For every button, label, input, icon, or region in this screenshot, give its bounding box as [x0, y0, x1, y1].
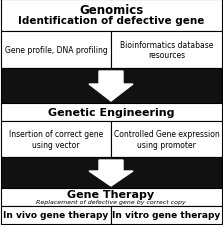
Bar	[1, 104, 222, 122]
Polygon shape	[89, 160, 133, 186]
Bar	[1, 122, 111, 157]
Bar	[1, 32, 111, 69]
Text: Insertion of correct gene
using vector: Insertion of correct gene using vector	[9, 130, 103, 149]
Bar	[111, 32, 222, 69]
Bar	[1, 206, 111, 224]
Bar	[111, 122, 222, 157]
Bar	[1, 0, 222, 32]
Text: Genomics: Genomics	[79, 3, 143, 16]
Text: Genetic Engineering: Genetic Engineering	[48, 108, 174, 117]
Bar	[1, 157, 222, 188]
Text: Identification of defective gene: Identification of defective gene	[18, 16, 204, 26]
Text: Gene Therapy: Gene Therapy	[67, 189, 155, 199]
Text: Replacement of defective gene by correct copy: Replacement of defective gene by correct…	[36, 200, 186, 205]
Text: Controlled Gene expression
using promoter: Controlled Gene expression using promote…	[114, 130, 219, 149]
Polygon shape	[89, 72, 133, 101]
Bar	[111, 206, 222, 224]
Text: In vivo gene therapy: In vivo gene therapy	[3, 211, 109, 220]
Text: Bioinformatics database
resources: Bioinformatics database resources	[120, 41, 213, 60]
Text: Gene profile, DNA profiling: Gene profile, DNA profiling	[5, 46, 107, 55]
Text: In vitro gene therapy: In vitro gene therapy	[112, 211, 221, 220]
Bar	[1, 188, 222, 206]
Bar	[1, 69, 222, 104]
